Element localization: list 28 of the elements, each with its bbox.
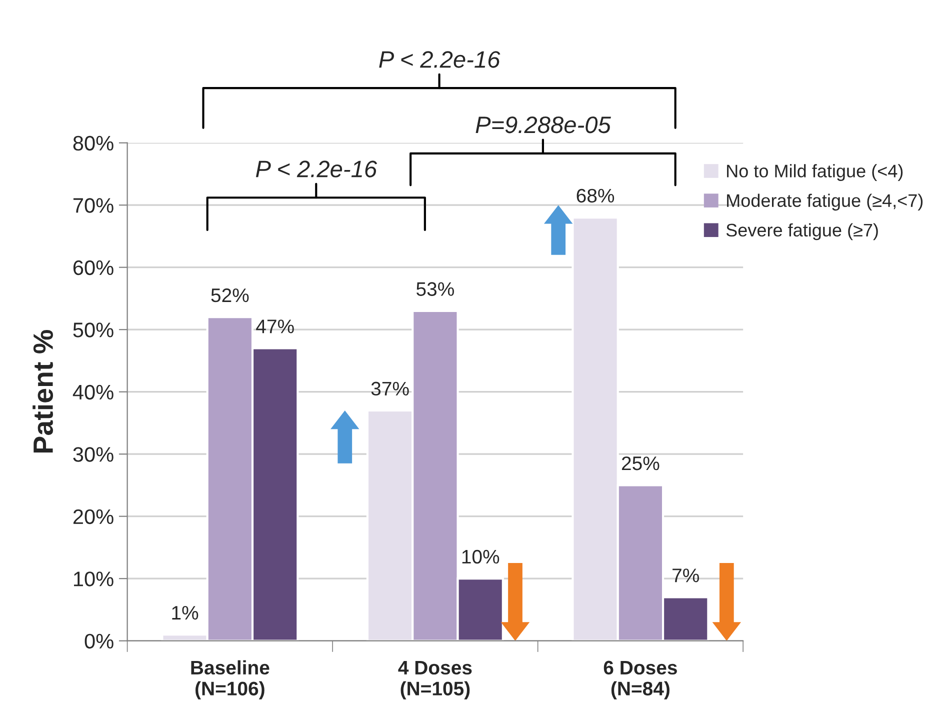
- text: 10%: [462, 550, 500, 564]
- annotation: P < 2.2e-16: [256, 160, 378, 178]
- y-tick-label: 40%: [72, 384, 114, 400]
- text: 47%: [256, 320, 294, 334]
- y-tick-label: 20%: [73, 509, 114, 524]
- y-tick-label: 50%: [73, 322, 114, 338]
- legend-label: Severe fatigue (≥7): [726, 223, 878, 240]
- y-tick-label: 70%: [73, 198, 114, 213]
- text: 1%: [172, 606, 198, 620]
- text: P=9.288e-05: [476, 116, 611, 134]
- text: 53%: [416, 282, 454, 296]
- legend-label: No to Mild fatigue (<4): [727, 164, 903, 181]
- x-tick-label: 4 Doses (N=105): [398, 660, 472, 700]
- text: 68%: [576, 188, 614, 203]
- text: 52%: [211, 288, 249, 302]
- text: 7%: [672, 568, 699, 582]
- y-tick-label: 80%: [73, 136, 114, 151]
- text: 37%: [371, 382, 409, 396]
- y-axis-title: Patient %: [32, 330, 54, 452]
- x-tick-label: Baseline (N=106): [191, 660, 270, 700]
- y-tick-label: 60%: [73, 260, 114, 276]
- y-tick-label: 0%: [84, 634, 114, 649]
- y-tick-label: 10%: [74, 572, 114, 586]
- x-tick-label: 6 Doses (N=84): [604, 660, 677, 700]
- legend-label: Moderate fatigue (≥4,<7): [727, 194, 923, 211]
- text: P < 2.2e-16: [379, 51, 500, 68]
- y-tick-label: 30%: [73, 447, 114, 462]
- text: 25%: [622, 456, 660, 470]
